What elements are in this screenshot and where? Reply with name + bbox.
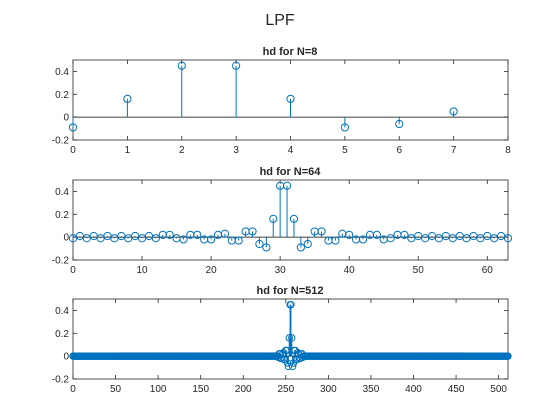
y-tick-label: 0 [63,113,69,124]
stem-marker [165,230,174,239]
x-tick-label: 6 [396,145,402,156]
stem-marker [234,236,243,245]
x-tick-label: 10 [136,265,148,276]
y-tick-label: 0 [63,352,69,363]
stem-marker [449,107,458,116]
y-tick-label: 0.4 [55,187,69,198]
stem-marker [232,61,241,70]
subplot-n8: hd for N=8 0 1 2 3 4 5 6 7 8-0.200.20.4 [52,46,511,156]
stem-marker [285,334,293,342]
y-tick-label: 0.2 [55,329,69,340]
x-tick-label: 100 [150,384,167,395]
stem-marker [504,352,512,360]
stem-marker [179,235,188,244]
stem-marker [151,234,160,243]
stem-marker [400,230,409,239]
stem-marker [296,243,305,252]
stem-marker [282,181,292,190]
x-tick-label: 20 [206,265,218,276]
x-tick-label: 2 [179,145,185,156]
x-tick-label: 30 [275,265,287,276]
stem-marker [340,123,349,132]
stem-marker [220,229,230,238]
stem-marker [123,94,132,103]
x-tick-label: 50 [110,384,122,395]
y-tick-label: 0 [63,233,69,244]
x-tick-label: 400 [405,384,422,395]
x-tick-label: 5 [342,145,348,156]
stem-marker [372,230,381,239]
x-tick-label: 500 [490,384,507,395]
stem-marker [262,243,271,252]
figure-title: LPF [265,12,295,29]
x-tick-label: 60 [482,265,494,276]
subplot-title: hd for N=8 [263,46,318,58]
stem-marker [177,61,186,70]
x-tick-label: 1 [125,145,131,156]
y-tick-label: -0.2 [52,136,70,147]
stem-marker [68,123,78,132]
x-tick-label: 0 [70,384,76,395]
x-tick-label: 3 [233,145,239,156]
stem-marker [255,239,264,249]
x-tick-label: 250 [277,384,294,395]
ticks: 0 50 100 150 200 250 300 350 400 450 500-0.200.20.… [52,299,508,395]
x-tick-label: 7 [451,145,457,156]
ticks: 0 10 20 30 40 50 60-0.200.20.4 [52,180,508,276]
stem-marker [303,239,312,249]
stems [68,181,513,252]
stem-marker [287,301,295,309]
x-tick-label: 200 [235,384,252,395]
stem-marker [386,234,395,243]
x-tick-label: 300 [320,384,337,395]
stem-marker [206,235,216,244]
stem-marker [317,227,326,236]
y-tick-label: 0.2 [55,210,69,221]
x-tick-label: 150 [192,384,209,395]
stem-marker [503,234,513,243]
stem-marker [345,230,354,239]
stem-marker [286,94,295,103]
stem-marker [288,362,297,371]
stem-marker [284,362,293,371]
x-tick-label: 50 [413,265,425,276]
stem-marker [193,230,202,239]
stems [68,61,458,132]
x-tick-label: 0 [70,265,76,276]
x-tick-label: 450 [448,384,465,395]
stem-marker [288,334,296,342]
subplot-title: hd for N=512 [257,285,324,297]
x-tick-label: 8 [505,145,511,156]
stem-marker [358,235,368,244]
ticks: 0 1 2 3 4 5 6 7 8-0.200.20.4 [52,60,511,156]
x-tick-label: 4 [288,145,294,156]
stem-marker [269,214,278,223]
y-tick-label: -0.2 [52,375,70,386]
stem-marker [289,214,299,223]
x-tick-label: 40 [344,265,356,276]
stem-marker [248,227,257,236]
subplot-n512: hd for N=512 0 50 100 150 200 250 300 350 400 450… [52,285,512,395]
y-tick-label: 0.2 [55,90,69,101]
stem-marker [331,236,340,245]
subplot-title: hd for N=64 [260,166,322,178]
x-tick-label: 350 [363,384,380,395]
y-tick-label: -0.2 [52,256,70,267]
stems [69,301,512,371]
stem-marker [395,119,404,129]
y-tick-label: 0.4 [55,306,69,317]
y-tick-label: 0.4 [55,67,69,78]
subplot-n64: hd for N=64 0 10 20 30 40 50 60-0.200.20.4 [52,166,513,276]
x-tick-label: 0 [70,145,76,156]
